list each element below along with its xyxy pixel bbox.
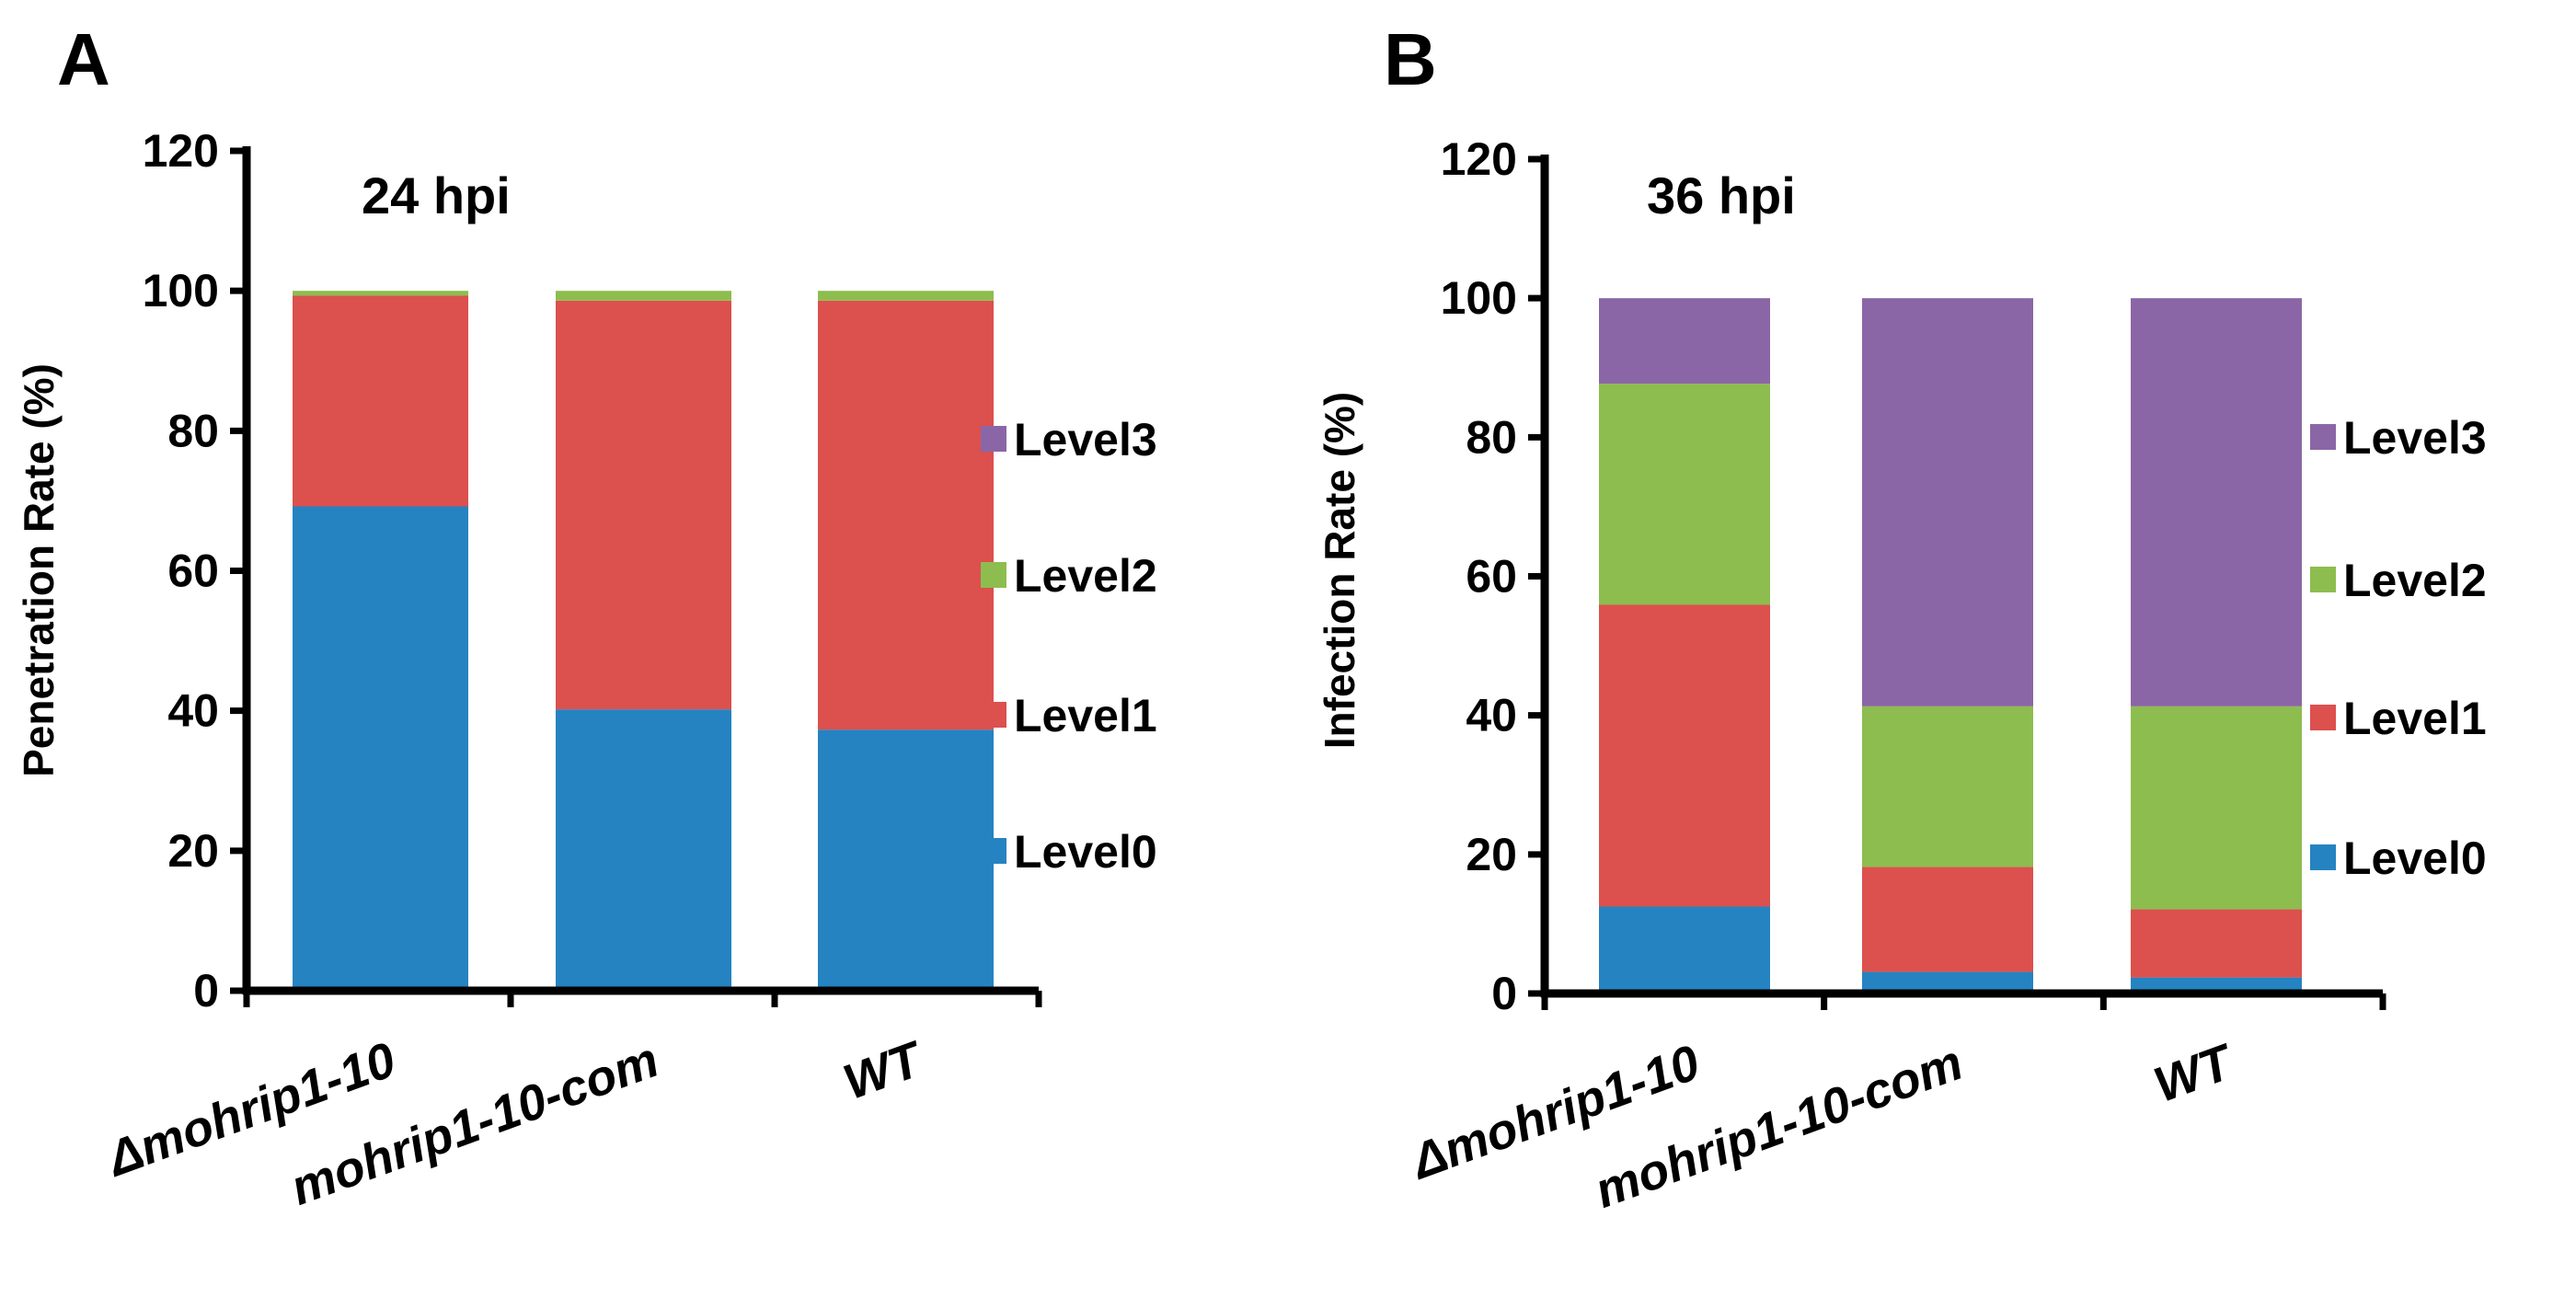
bar-segment-level3-2	[1862, 298, 2033, 706]
legend-swatch-level2	[981, 562, 1006, 588]
bar-segment-level0-2	[556, 709, 731, 991]
legend-label-level1: Level1	[2343, 693, 2487, 744]
y-tick-label: 100	[143, 265, 219, 316]
panel-label: A	[57, 18, 110, 100]
legend-swatch-level1	[2310, 705, 2336, 730]
bar-segment-level1-1	[293, 295, 468, 507]
legend-swatch-level0	[2310, 844, 2336, 870]
y-tick-label: 40	[1466, 690, 1517, 741]
legend-label-level3: Level3	[1014, 414, 1157, 465]
x-tick-label: WT	[836, 1031, 931, 1110]
bar-segment-level1-3	[818, 300, 994, 730]
y-tick-label: 40	[167, 685, 219, 737]
y-tick-label: 100	[1441, 272, 1517, 324]
legend-swatch-level3	[981, 426, 1006, 452]
bar-segment-level3-1	[1599, 298, 1770, 385]
x-tick-label: WT	[2147, 1034, 2242, 1113]
legend-swatch-level2	[2310, 567, 2336, 592]
bar-segment-level1-1	[1599, 604, 1770, 907]
y-tick-label: 80	[167, 405, 219, 456]
bar-segment-level0-3	[818, 729, 994, 991]
y-tick-label: 20	[167, 825, 219, 877]
chart-title: 36 hpi	[1647, 166, 1796, 224]
y-tick-label: 60	[167, 545, 219, 597]
y-tick-label: 60	[1466, 551, 1517, 603]
bar-segment-level2-3	[818, 291, 994, 301]
bar-segment-level3-3	[2131, 298, 2302, 706]
y-tick-label: 120	[1441, 133, 1517, 185]
legend-label-level2: Level2	[2343, 555, 2487, 606]
y-axis-label: Infection Rate (%)	[1316, 392, 1363, 749]
legend-swatch-level3	[2310, 424, 2336, 450]
bar-segment-level0-1	[293, 506, 468, 991]
legend-label-level0: Level0	[1014, 826, 1157, 878]
legend-label-level2: Level2	[1014, 550, 1157, 602]
bar-segment-level2-1	[1599, 384, 1770, 605]
bar-segment-level0-2	[1862, 971, 2033, 993]
bar-segment-level1-2	[556, 300, 731, 710]
bar-segment-level0-1	[1599, 906, 1770, 993]
legend-swatch-level1	[981, 702, 1006, 728]
legend-label-level0: Level0	[2343, 832, 2487, 884]
y-tick-label: 120	[143, 125, 219, 177]
chart-title: 24 hpi	[362, 166, 511, 224]
y-tick-label: 20	[1466, 829, 1517, 880]
bar-segment-level2-2	[556, 291, 731, 301]
bar-segment-level1-2	[1862, 867, 2033, 972]
panel-label: B	[1384, 18, 1437, 100]
y-axis-label: Penetration Rate (%)	[15, 363, 63, 777]
bar-segment-level2-2	[1862, 706, 2033, 867]
bar-segment-level1-3	[2131, 909, 2302, 978]
y-tick-label: 0	[193, 965, 219, 1016]
bar-segment-level2-1	[293, 291, 468, 296]
legend-swatch-level0	[981, 838, 1006, 864]
bar-segment-level2-3	[2131, 706, 2302, 910]
legend-label-level1: Level1	[1014, 690, 1157, 741]
y-tick-label: 80	[1466, 411, 1517, 463]
legend-label-level3: Level3	[2343, 412, 2487, 464]
y-tick-label: 0	[1491, 968, 1517, 1019]
